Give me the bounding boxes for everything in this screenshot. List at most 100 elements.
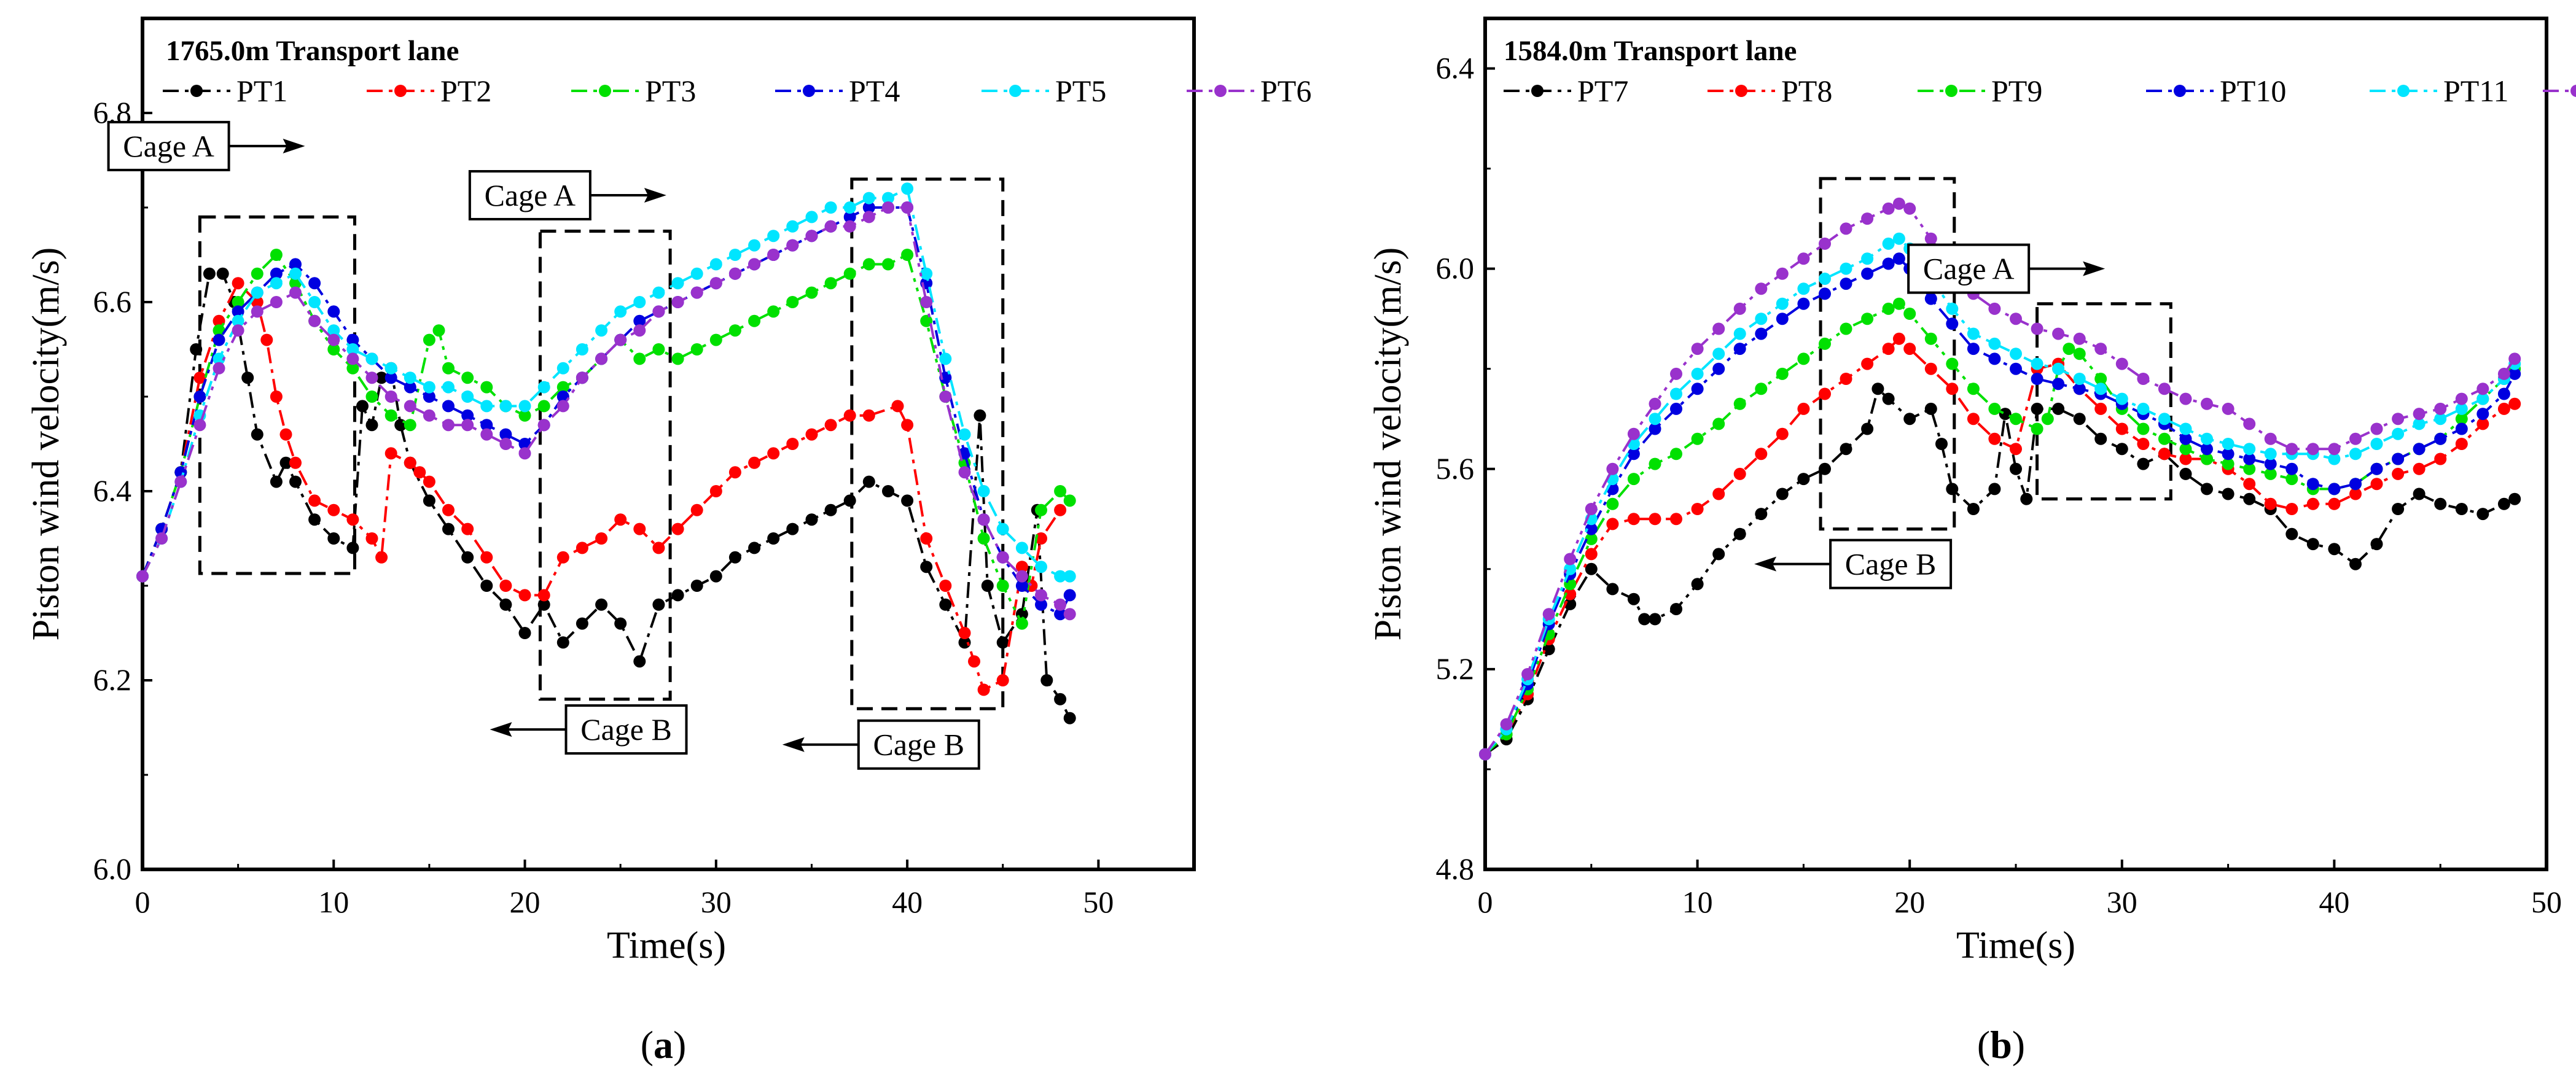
data-point	[270, 296, 283, 308]
data-point	[1999, 408, 2012, 421]
data-point	[786, 220, 799, 233]
data-point	[2052, 362, 2065, 375]
data-point	[690, 286, 703, 299]
data-point	[2434, 402, 2447, 415]
data-point	[461, 523, 474, 535]
data-point	[270, 249, 283, 261]
data-point	[1819, 337, 1831, 350]
data-point	[2285, 443, 2298, 456]
data-point	[270, 475, 283, 488]
data-point	[767, 532, 780, 545]
legend-marker	[599, 85, 611, 97]
data-point	[2508, 492, 2521, 505]
data-point	[2073, 348, 2086, 360]
y-tick-label: 4.8	[1436, 852, 1475, 886]
data-point	[652, 343, 665, 355]
data-point	[289, 475, 302, 488]
data-point	[690, 503, 703, 516]
data-point	[633, 655, 646, 668]
data-point	[1040, 674, 1053, 686]
x-tick-label: 0	[1478, 885, 1493, 919]
data-point	[1935, 438, 1948, 450]
data-point	[1564, 588, 1577, 600]
data-point	[2052, 402, 2065, 415]
data-point	[920, 267, 933, 280]
data-point	[633, 523, 646, 535]
data-point	[1797, 282, 1810, 295]
data-point	[1882, 302, 1895, 315]
data-point	[1670, 402, 1682, 415]
data-point	[1521, 668, 1534, 680]
data-point	[614, 333, 627, 346]
data-point	[251, 267, 263, 280]
data-point	[1670, 387, 1682, 400]
data-point	[1819, 287, 1831, 300]
data-point	[279, 456, 292, 469]
data-point	[174, 475, 187, 488]
data-point	[1797, 402, 1810, 415]
data-point	[1015, 542, 1028, 554]
data-point	[556, 400, 569, 413]
data-point	[843, 409, 856, 422]
panel-a-title: 1765.0m Transport lane	[166, 35, 459, 67]
arrow-right-icon	[283, 138, 305, 153]
data-point	[2031, 373, 2043, 385]
data-point	[2508, 352, 2521, 365]
data-point	[2392, 467, 2405, 480]
data-point	[1797, 252, 1810, 265]
data-point	[2264, 497, 2277, 510]
annotation-label-text: Cage B	[873, 728, 964, 762]
data-point	[824, 503, 837, 516]
data-point	[1882, 392, 1895, 405]
data-point	[2476, 418, 2489, 430]
data-point	[1988, 432, 2001, 445]
legend-item-pt4: PT4	[775, 74, 900, 108]
data-point	[2179, 467, 2192, 480]
data-point	[1892, 297, 1905, 310]
data-point	[671, 589, 684, 602]
data-point	[1946, 302, 1959, 315]
data-point	[748, 258, 761, 271]
data-point	[365, 352, 378, 365]
data-point	[2370, 462, 2383, 475]
data-point	[996, 551, 1009, 564]
data-point	[404, 381, 416, 394]
data-point	[843, 220, 856, 233]
annotation-label-box	[564, 704, 688, 755]
data-point	[327, 324, 340, 337]
data-point	[1063, 608, 1076, 621]
data-point	[1755, 448, 1768, 460]
legend-marker	[190, 85, 203, 97]
data-point	[805, 513, 818, 526]
data-point	[786, 239, 799, 252]
data-point	[843, 201, 856, 214]
data-point	[1035, 598, 1047, 611]
annotation-cage-b: Cage B	[1754, 538, 1953, 589]
data-point	[413, 466, 426, 479]
data-point	[1755, 313, 1768, 325]
data-point	[2285, 503, 2298, 515]
data-point	[2031, 357, 2043, 370]
data-point	[882, 201, 894, 214]
data-point	[2349, 478, 2362, 491]
data-point	[2010, 313, 2022, 325]
data-point	[2264, 432, 2277, 445]
data-point	[384, 409, 397, 422]
x-tick-label: 10	[318, 885, 349, 919]
data-point	[1892, 232, 1905, 245]
data-point	[232, 277, 244, 290]
data-point	[1776, 313, 1789, 325]
data-point	[901, 182, 914, 195]
x-tick-label: 40	[2319, 885, 2349, 919]
data-point	[1585, 548, 1598, 561]
data-point	[556, 362, 569, 375]
data-point	[958, 428, 971, 441]
data-point	[2073, 383, 2086, 395]
data-point	[2243, 492, 2256, 505]
data-point	[480, 428, 493, 441]
data-point	[270, 390, 283, 403]
data-point	[2370, 478, 2383, 491]
data-point	[404, 419, 416, 432]
data-point	[2328, 453, 2341, 465]
data-point	[556, 381, 569, 394]
